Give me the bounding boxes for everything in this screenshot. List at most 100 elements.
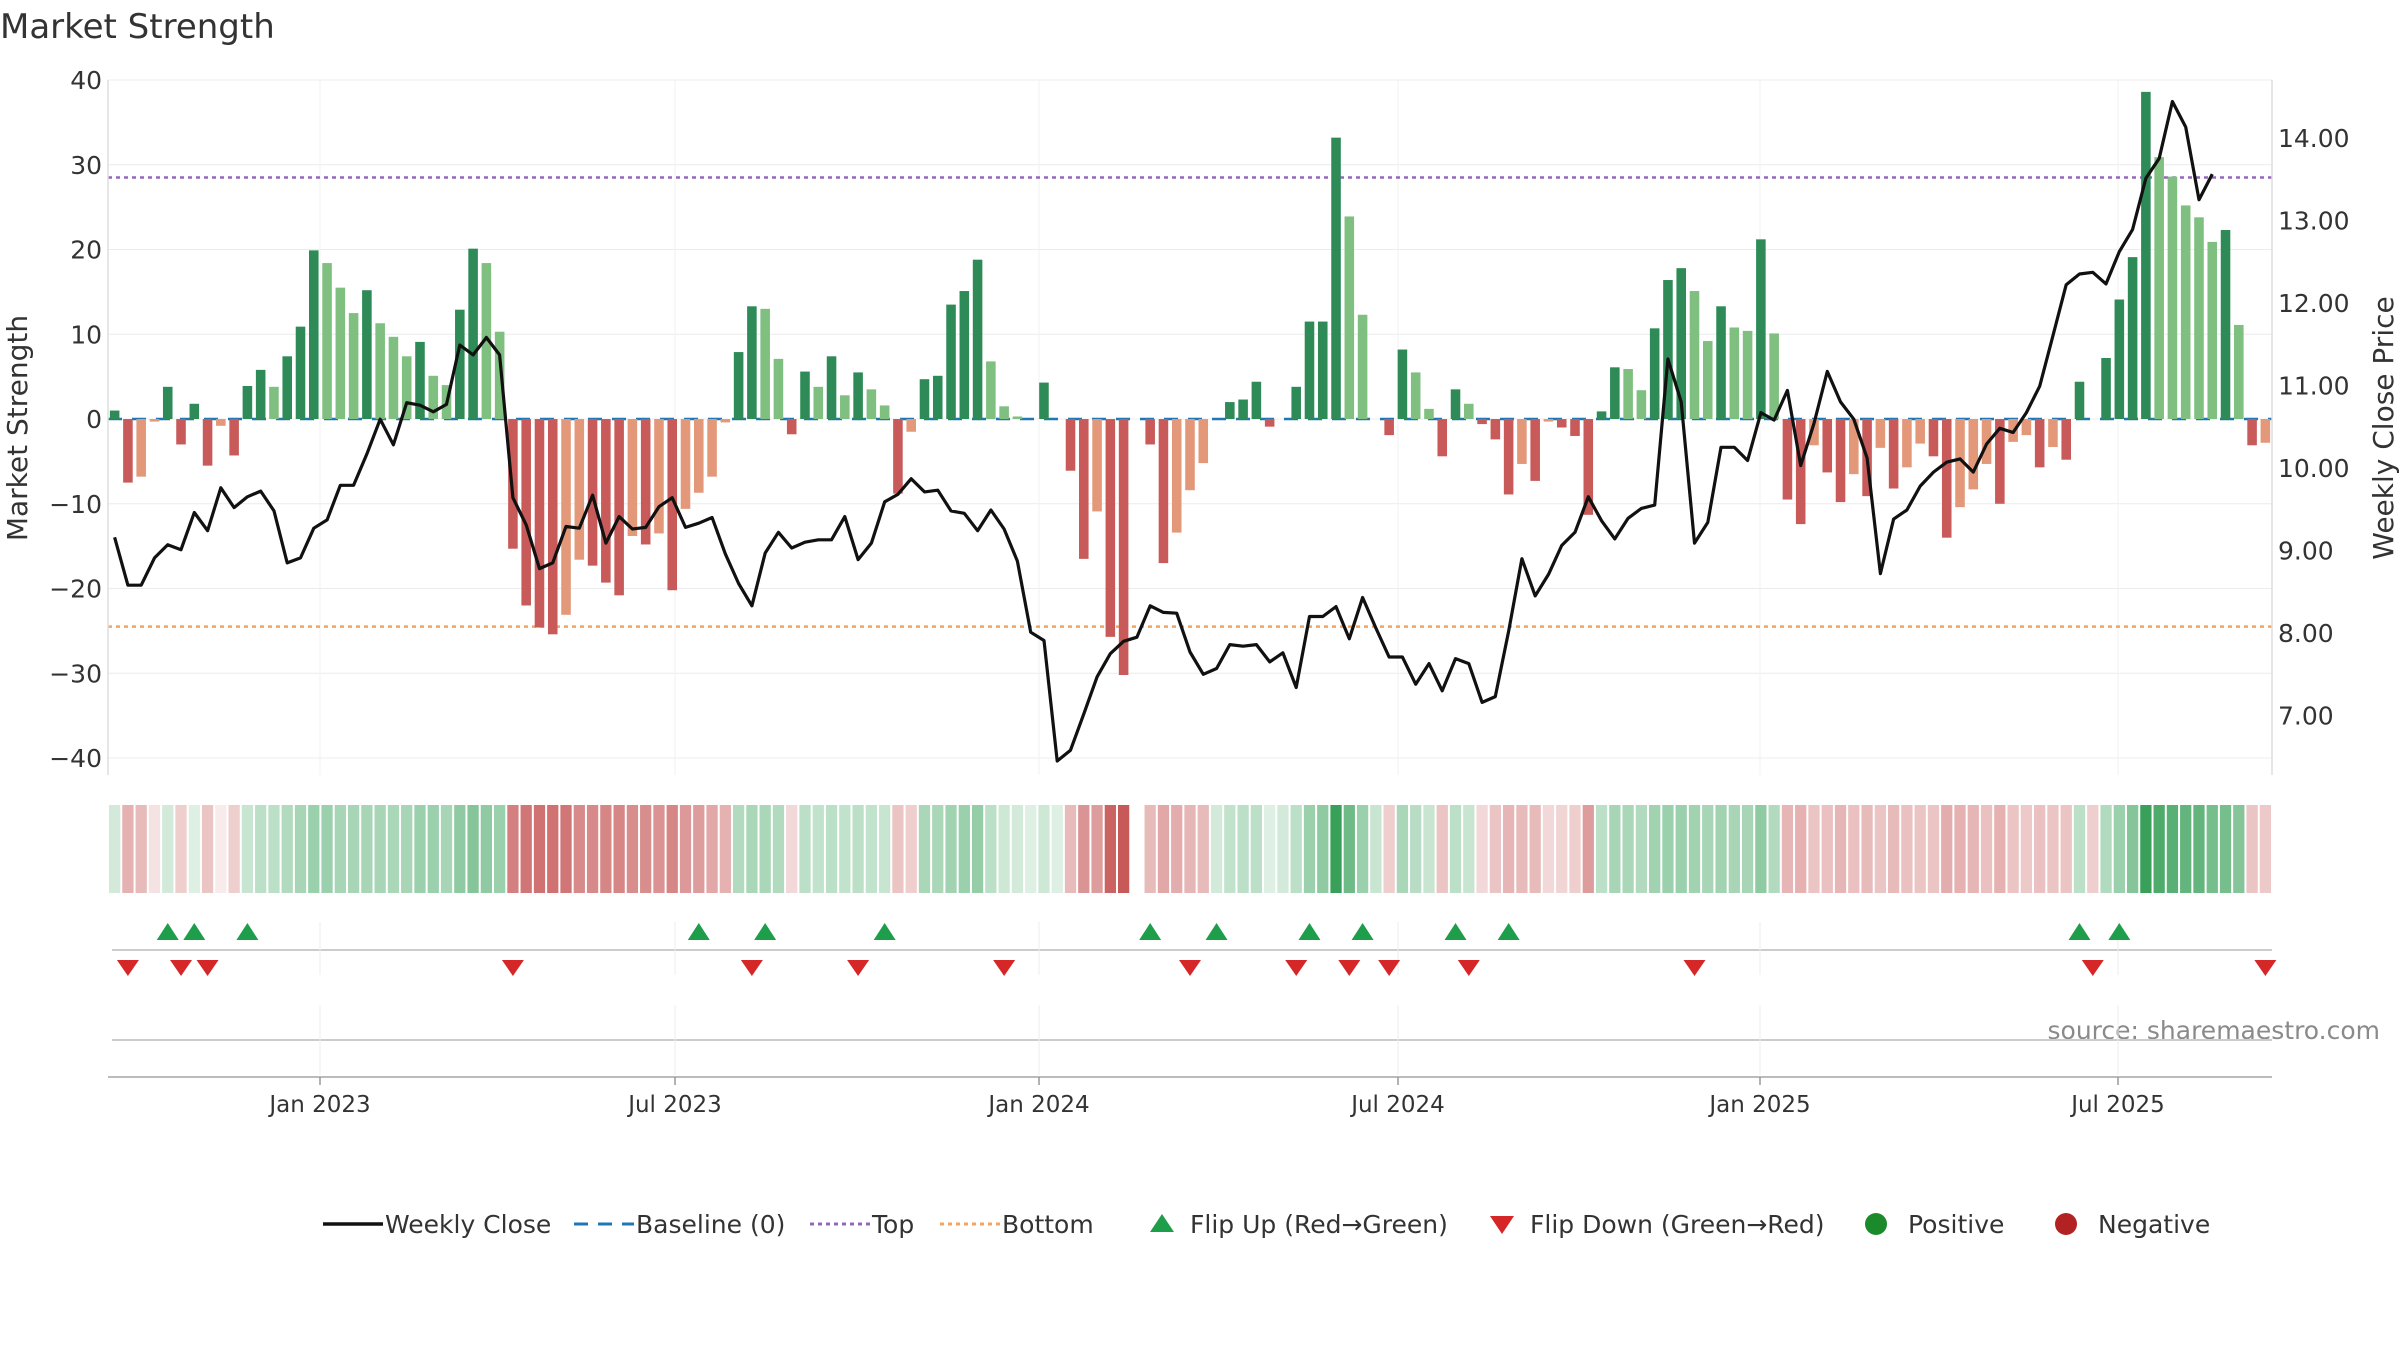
strength-bar	[853, 372, 863, 420]
trend-heat-cell	[799, 805, 811, 893]
strength-bar	[2220, 230, 2231, 420]
strength-bar	[494, 331, 505, 420]
strength-bar	[1902, 419, 1912, 468]
strength-bar	[627, 419, 638, 536]
trend-heat-cell	[693, 805, 705, 893]
trend-heat-cell	[1595, 805, 1608, 893]
trend-heat-cell	[1967, 805, 1979, 893]
trend-heat-cell	[1556, 805, 1568, 893]
trend-heat-cell	[1104, 805, 1116, 893]
trend-heat-cell	[932, 805, 944, 893]
trend-heat-cell	[1144, 805, 1156, 893]
trend-heat-cell	[679, 805, 692, 893]
strength-bar	[1291, 386, 1301, 420]
trend-heat-cell	[1091, 805, 1103, 893]
strength-bar	[229, 419, 239, 456]
strength-bar	[1596, 411, 1607, 420]
flip-down-marker	[1285, 960, 1308, 976]
strength-bar	[932, 375, 943, 420]
trend-heat-cell	[2073, 805, 2086, 893]
trend-heat-cell	[1317, 805, 1329, 893]
strength-bar	[1410, 372, 1421, 420]
strength-bar	[216, 419, 226, 426]
strength-bar	[1782, 419, 1793, 500]
strength-bar	[2061, 419, 2072, 460]
trend-heat-cell	[600, 805, 612, 893]
strength-bar	[109, 410, 120, 420]
strength-bar	[893, 419, 903, 494]
strength-bar	[1304, 321, 1315, 420]
legend-item: Flip Down (Green→Red)	[1490, 1210, 1825, 1239]
strength-bar	[1981, 419, 1992, 464]
strength-bar	[972, 259, 983, 420]
flip-up-marker	[2068, 923, 2091, 940]
strength-bar	[1689, 291, 1700, 420]
flip-down-marker	[196, 960, 219, 976]
flip-down-marker	[1457, 960, 1480, 976]
trend-heat-cell	[2087, 805, 2099, 893]
strength-bar	[1118, 419, 1129, 675]
strength-bar	[986, 361, 996, 420]
trend-heat-cell	[971, 805, 984, 893]
strength-bar	[189, 403, 200, 420]
flip-down-marker	[740, 960, 763, 976]
strength-bar	[1012, 416, 1023, 420]
trend-heat-cell	[1834, 805, 1847, 893]
trend-heat-cell	[1396, 805, 1409, 893]
trend-heat-cell	[1887, 805, 1900, 893]
left-axis-label: Market Strength	[1, 315, 34, 541]
trend-heat-cell	[1011, 805, 1024, 893]
trend-heat-cell	[613, 805, 625, 893]
strength-bar	[415, 341, 425, 420]
trend-heat-cell	[1210, 805, 1223, 893]
strength-bar	[654, 419, 664, 534]
legend-item: Negative	[2055, 1210, 2210, 1239]
trend-heat-cell	[666, 805, 678, 893]
strength-bar	[866, 389, 877, 420]
trend-heat-cell	[454, 805, 466, 893]
strength-bar	[2101, 358, 2111, 420]
right-tick-label: 13.00	[2278, 206, 2350, 235]
flip-up-marker	[2108, 923, 2131, 940]
trend-heat-cell	[1224, 805, 1236, 893]
trend-heat-cell	[1821, 805, 1833, 893]
x-tick-label: Jul 2025	[2069, 1092, 2165, 1118]
strength-bar	[1517, 419, 1527, 464]
trend-heat-cell	[2113, 805, 2125, 893]
trend-heat-cell	[1051, 805, 1063, 893]
strength-bar	[1238, 399, 1248, 420]
trend-heat-cell	[347, 805, 360, 893]
strength-bar	[760, 308, 770, 420]
strength-bar	[1437, 419, 1448, 457]
trend-heat-cell	[1609, 805, 1621, 893]
legend-label: Negative	[2098, 1210, 2210, 1239]
trend-heat-cell	[1927, 805, 1940, 893]
trend-heat-cell	[268, 805, 280, 893]
legend-label: Baseline (0)	[636, 1210, 785, 1239]
legend-label: Top	[871, 1210, 914, 1239]
strength-bar	[694, 419, 704, 493]
trend-heat-cell	[1184, 805, 1196, 893]
right-tick-label: 7.00	[2278, 702, 2334, 731]
strength-bar	[959, 291, 970, 420]
trend-heat-cell	[1874, 805, 1886, 893]
trend-heat-cell	[1861, 805, 1873, 893]
trend-heat-cell	[732, 805, 745, 893]
left-tick-label: 20	[70, 236, 102, 265]
strength-bar	[1742, 330, 1753, 420]
trend-heat-cell	[1781, 805, 1794, 893]
strength-bar	[1344, 216, 1355, 420]
trend-heat-cell	[998, 805, 1010, 893]
strength-bar	[1079, 419, 1089, 559]
strength-bar	[2167, 176, 2178, 420]
strength-bar	[1198, 419, 1209, 464]
trend-heat-cell	[1954, 805, 1966, 893]
trend-heat-cell	[1078, 805, 1090, 893]
trend-heat-cell	[1356, 805, 1369, 893]
trend-heat-cell	[2206, 805, 2218, 893]
trend-heat-cell	[1755, 805, 1767, 893]
left-tick-label: −10	[49, 490, 102, 519]
trend-heat-cell	[1171, 805, 1183, 893]
strength-bar	[149, 419, 160, 422]
strength-bar	[1729, 327, 1740, 420]
